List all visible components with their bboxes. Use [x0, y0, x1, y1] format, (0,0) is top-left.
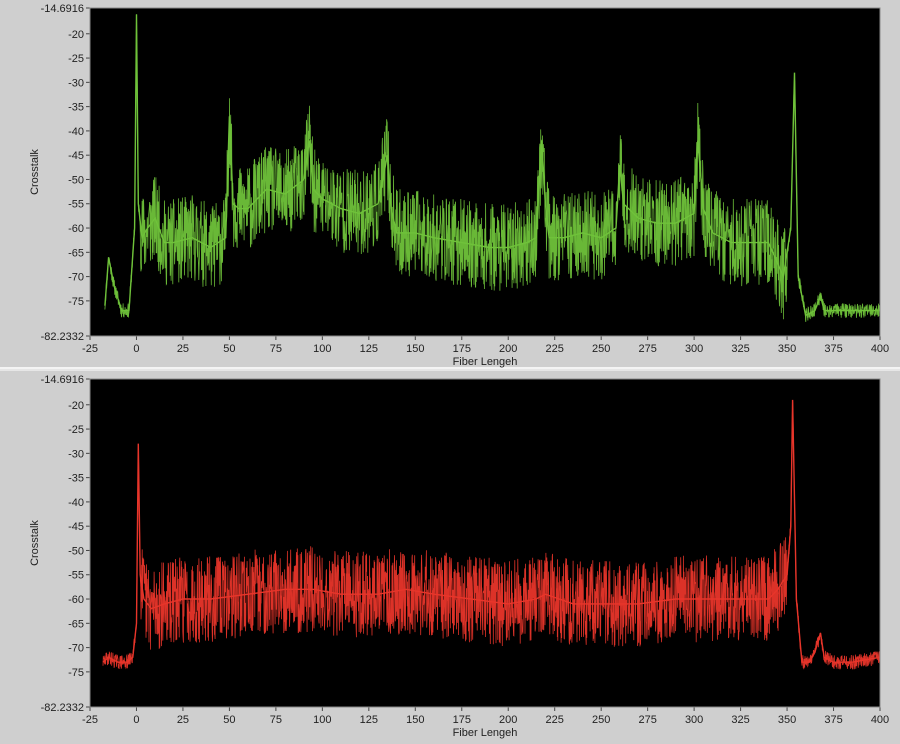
y-tick-label: -45: [68, 521, 84, 533]
y-tick-label: -75: [68, 667, 84, 679]
x-tick-label: 300: [685, 714, 703, 726]
x-tick-label: 0: [133, 714, 139, 726]
x-tick-label: 125: [360, 714, 378, 726]
x-tick-label: 400: [871, 343, 889, 355]
y-tick-label: -35: [68, 102, 84, 114]
x-axis-label: Fiber Lengeh: [453, 356, 518, 368]
series-trace: [102, 399, 881, 670]
y-tick-label: -14.6916: [41, 374, 84, 386]
y-axis-label: Crosstalk: [29, 149, 41, 195]
x-tick-label: 100: [313, 714, 331, 726]
x-tick-label: 175: [453, 343, 471, 355]
y-tick-label: -45: [68, 150, 84, 162]
plot-border: [89, 378, 881, 708]
x-tick-label: 75: [270, 714, 282, 726]
x-tick-label: 275: [638, 343, 656, 355]
y-tick-label: -40: [68, 497, 84, 509]
y-tick-label: -55: [68, 570, 84, 582]
x-tick-label: 0: [133, 343, 139, 355]
plot-border: [89, 7, 881, 337]
x-tick-label: 200: [499, 714, 517, 726]
x-tick-label: 300: [685, 343, 703, 355]
x-tick-label: 400: [871, 714, 889, 726]
series-noise-line: [104, 14, 881, 322]
x-tick-label: -25: [82, 343, 98, 355]
y-tick-label: -50: [68, 174, 84, 186]
y-tick-label: -65: [68, 247, 84, 259]
x-axis-label: Fiber Lengeh: [453, 727, 518, 739]
x-tick-label: 275: [638, 714, 656, 726]
y-tick-label: -50: [68, 545, 84, 557]
y-tick-label: -40: [68, 126, 84, 138]
y-axis-label: Crosstalk: [29, 520, 41, 566]
y-tick-label: -55: [68, 199, 84, 211]
series-line: [104, 14, 880, 317]
x-tick-label: 325: [731, 714, 749, 726]
y-tick-label: -25: [68, 53, 84, 65]
chart-bottom: -25 0 25 50 75 100 125 150 175 200 225 250 275 300 325…: [29, 374, 889, 739]
x-tick-label: 325: [731, 343, 749, 355]
x-tick-label: 50: [223, 714, 235, 726]
y-tick-label: -14.6916: [41, 3, 84, 15]
x-tick-label: 350: [778, 343, 796, 355]
chart-top: -25 0 25 50 75 100 125 150 175 200 225 250 275 300 325…: [29, 3, 889, 368]
y-tick-label: -20: [68, 400, 84, 412]
y-tick-label: -60: [68, 594, 84, 606]
x-tick-label: 225: [546, 714, 564, 726]
x-tick-label: 25: [177, 343, 189, 355]
x-tick-label: 25: [177, 714, 189, 726]
chart-panel-top: -25 0 25 50 75 100 125 150 175 200 225 250 275 300 325…: [0, 0, 900, 369]
y-tick-label: -70: [68, 272, 84, 284]
y-tick-label: -30: [68, 448, 84, 460]
x-tick-label: 50: [223, 343, 235, 355]
x-tick-label: 375: [824, 714, 842, 726]
y-tick-label: -25: [68, 424, 84, 436]
x-tick-label: 75: [270, 343, 282, 355]
y-tick-label: -65: [68, 618, 84, 630]
x-tick-label: -25: [82, 714, 98, 726]
x-tick-label: 250: [592, 343, 610, 355]
series-trace: [104, 14, 881, 322]
y-tick-label: -35: [68, 473, 84, 485]
y-tick-label: -60: [68, 223, 84, 235]
x-tick-label: 150: [406, 714, 424, 726]
y-tick-label: -20: [68, 29, 84, 41]
x-tick-label: 200: [499, 343, 517, 355]
x-tick-label: 250: [592, 714, 610, 726]
plot-area: [90, 8, 880, 336]
x-tick-label: 350: [778, 714, 796, 726]
x-tick-label: 225: [546, 343, 564, 355]
y-tick-label: -82.2332: [41, 702, 84, 714]
plot-area: [90, 379, 880, 707]
x-tick-label: 125: [360, 343, 378, 355]
y-tick-label: -82.2332: [41, 331, 84, 343]
y-tick-label: -75: [68, 296, 84, 308]
y-tick-label: -70: [68, 643, 84, 655]
series-line: [102, 399, 881, 663]
x-tick-label: 175: [453, 714, 471, 726]
x-tick-label: 100: [313, 343, 331, 355]
x-tick-label: 375: [824, 343, 842, 355]
y-tick-label: -30: [68, 77, 84, 89]
chart-panel-bottom: -25 0 25 50 75 100 125 150 175 200 225 250 275 300 325…: [0, 371, 900, 744]
x-tick-label: 150: [406, 343, 424, 355]
